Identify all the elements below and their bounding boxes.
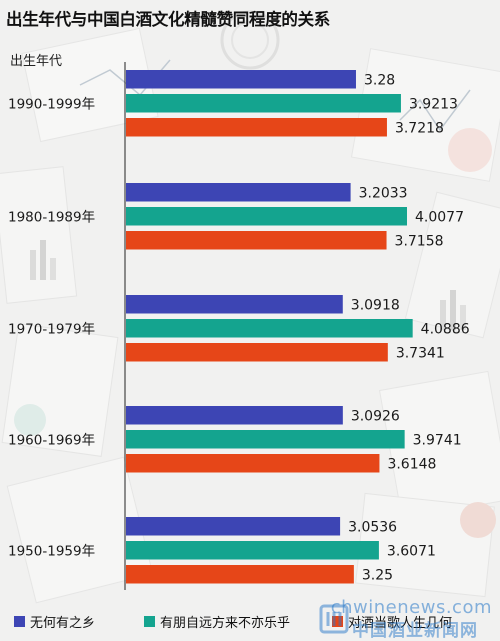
data-label: 3.0536: [348, 519, 397, 535]
category-tick-label: 1990-1999年: [8, 96, 95, 112]
bar: [126, 231, 387, 250]
bar: [126, 118, 387, 137]
category-tick-label: 1970-1979年: [8, 321, 95, 337]
legend-label: 对酒当歌人生几何: [348, 616, 453, 631]
bar: [126, 70, 356, 89]
data-label: 3.28: [364, 72, 395, 88]
bar: [126, 541, 379, 560]
legend-swatch: [332, 616, 343, 627]
legend-swatch: [144, 616, 155, 627]
watermark-name: 中国酒业新闻网: [352, 621, 478, 641]
bar: [126, 319, 413, 338]
category-tick-label: 1980-1989年: [8, 209, 95, 225]
watermark-logo-icon: [319, 604, 349, 634]
bar: [126, 406, 343, 425]
legend-label: 有朋自远方来不亦乐乎: [160, 616, 291, 631]
data-label: 3.6071: [387, 543, 436, 559]
data-label: 3.9213: [409, 96, 458, 112]
bar: [126, 94, 401, 113]
data-label: 3.9741: [413, 432, 462, 448]
data-label: 3.0918: [351, 297, 400, 313]
bar: [126, 565, 354, 584]
watermark-url: chwinenews.com: [330, 597, 492, 618]
legend-item: 有朋自远方来不亦乐乎: [144, 612, 290, 631]
data-label: 3.6148: [387, 456, 436, 472]
chart-title: 出生年代与中国白酒文化精髓赞同程度的关系: [6, 10, 331, 29]
legend-swatch: [14, 616, 25, 627]
data-label: 3.7158: [395, 233, 444, 249]
legend-item: 对酒当歌人生几何: [332, 612, 452, 631]
bar: [126, 343, 388, 362]
data-label: 3.25: [362, 567, 393, 583]
data-label: 3.7341: [396, 345, 445, 361]
bar: [126, 295, 343, 314]
bar: [126, 517, 341, 536]
category-axis-title: 出生年代: [10, 54, 63, 69]
bar: [126, 454, 380, 473]
category-tick-label: 1960-1969年: [8, 432, 95, 448]
legend-item: 无何有之乡: [14, 612, 95, 631]
legend-label: 无何有之乡: [30, 616, 96, 631]
legend: 无何有之乡 有朋自远方来不亦乐乎 对酒当歌人生几何: [14, 612, 500, 634]
watermark: chwinenews.com 中国酒业新闻网: [318, 596, 500, 641]
bar: [126, 207, 407, 226]
bar: [126, 183, 351, 202]
data-label: 4.0886: [421, 321, 470, 337]
data-label: 4.0077: [415, 209, 464, 225]
category-tick-label: 1950-1959年: [8, 543, 95, 559]
bar: [126, 430, 405, 449]
data-label: 3.0926: [351, 408, 400, 424]
data-label: 3.7218: [395, 120, 444, 136]
data-label: 3.2033: [359, 185, 408, 201]
